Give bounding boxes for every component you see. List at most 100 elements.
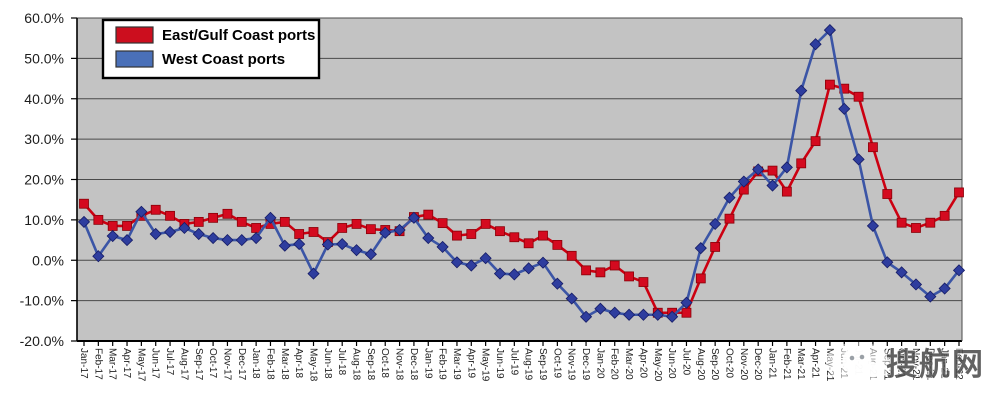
west-coast-series-marker — [838, 102, 851, 115]
west-coast-series-marker — [465, 259, 478, 272]
west-coast-series-marker — [350, 244, 363, 257]
x-axis-label: Apr-19 — [465, 348, 476, 378]
x-axis-label: Apr-21 — [810, 348, 821, 378]
x-axis-label: Dec-21 — [924, 348, 935, 381]
west-coast-series-marker — [135, 205, 148, 218]
x-axis-label: Dec-18 — [408, 348, 419, 381]
x-axis-label: Oct-19 — [551, 348, 562, 378]
x-axis-label: Jul-17 — [164, 348, 175, 376]
west-coast-series-marker — [221, 233, 234, 247]
wechat-eye-icon — [849, 355, 855, 361]
y-axis-label: 30.0% — [24, 131, 64, 147]
x-axis-label: Apr-17 — [121, 348, 132, 378]
x-axis-label: Feb-20 — [609, 348, 620, 380]
legend-swatch-west-coast — [115, 50, 154, 68]
west-coast-series-marker — [881, 256, 894, 269]
west-coast-series-marker — [235, 233, 248, 247]
west-coast-series-marker — [823, 24, 836, 37]
west-coast-series-marker — [895, 266, 908, 279]
x-axis-label: Jan-20 — [594, 348, 605, 379]
x-axis-label: Aug-18 — [351, 348, 362, 381]
x-axis-label: Oct-20 — [723, 348, 734, 378]
west-coast-series-marker — [120, 233, 134, 247]
east-gulf-series-marker — [767, 165, 778, 176]
east-gulf-series-marker — [107, 221, 118, 231]
x-axis-label: Aug-19 — [523, 348, 534, 381]
east-gulf-series-marker — [208, 212, 218, 223]
x-axis-label: Jan-17 — [78, 348, 89, 379]
west-coast-series-marker — [709, 217, 722, 230]
east-gulf-series-marker — [882, 189, 893, 199]
east-gulf-series-marker — [853, 91, 864, 102]
east-gulf-series-marker — [466, 229, 477, 239]
west-coast-series-marker — [149, 227, 162, 241]
east-gulf-series-marker — [624, 271, 634, 282]
east-gulf-series-marker — [165, 210, 175, 221]
x-axis-label: Jan-21 — [767, 348, 778, 379]
west-coast-series-marker — [909, 278, 923, 291]
east-gulf-series-marker — [308, 227, 319, 237]
legend-label: East/Gulf Coast ports — [162, 27, 315, 44]
west-coast-series-marker — [752, 163, 765, 176]
x-axis-label: May-19 — [480, 348, 491, 382]
west-coast-series-marker — [450, 256, 464, 269]
legend-swatch-east-gulf — [115, 26, 154, 44]
east-gulf-series-marker — [79, 198, 89, 209]
west-coast-series-marker — [737, 175, 750, 188]
west-coast-series-marker — [723, 191, 736, 204]
east-gulf-series-marker — [480, 219, 491, 229]
x-axis-label: Feb-22 — [953, 348, 964, 380]
x-axis-label: Mar-21 — [795, 348, 806, 380]
y-axis-label: 50.0% — [24, 50, 64, 66]
x-axis-label: Mar-18 — [279, 348, 290, 380]
west-coast-series-marker — [938, 282, 951, 295]
west-coast-series-marker — [536, 256, 550, 269]
wechat-bubble-icon — [842, 346, 872, 376]
x-axis-label: Dec-17 — [236, 348, 247, 381]
west-coast-series-marker — [579, 310, 593, 323]
west-coast-series-marker — [207, 231, 220, 245]
east-gulf-series-marker — [939, 210, 950, 221]
east-gulf-series-marker — [595, 267, 606, 278]
west-coast-series-marker — [336, 238, 349, 251]
x-axis-label: Jul-20 — [680, 348, 691, 376]
x-axis-label: Jan-19 — [422, 348, 433, 379]
east-gulf-series-marker — [638, 277, 649, 287]
west-coast-series-marker — [608, 306, 621, 319]
east-gulf-series-marker — [452, 230, 462, 241]
west-coast-series-marker — [77, 215, 91, 228]
east-gulf-series-marker — [896, 217, 907, 228]
east-gulf-series-marker — [911, 223, 921, 233]
x-axis-label: Jun-17 — [150, 348, 161, 379]
east-gulf-series-marker — [810, 136, 821, 147]
west-coast-series-marker — [393, 223, 406, 237]
west-coast-series-marker — [192, 227, 205, 241]
west-coast-series-marker — [952, 264, 966, 277]
x-axis-label: Jun-20 — [666, 348, 677, 379]
y-axis-label: 10.0% — [24, 212, 64, 228]
west-coast-series-marker — [106, 229, 119, 243]
east-gulf-series-marker — [365, 224, 376, 235]
east-gulf-series-marker — [251, 223, 262, 233]
x-axis-label: Nov-17 — [221, 348, 232, 381]
x-axis-label: Dec-19 — [580, 348, 591, 381]
x-axis-label: Feb-19 — [437, 348, 448, 380]
x-axis-label: Nov-18 — [394, 348, 405, 381]
x-axis-label: Mar-20 — [623, 348, 634, 380]
west-coast-series-marker — [407, 211, 420, 224]
x-axis-label: Dec-20 — [752, 348, 763, 381]
east-gulf-series-marker — [695, 273, 706, 284]
x-axis-label: Jan-22 — [939, 348, 950, 379]
x-axis-label: Feb-18 — [264, 348, 275, 380]
x-axis-label: Aug-17 — [178, 348, 189, 381]
east-gulf-series-marker — [724, 213, 735, 224]
west-coast-series-marker — [479, 252, 492, 265]
east-gulf-series-marker — [423, 209, 434, 220]
x-axis-label: Mar-19 — [451, 348, 462, 380]
east-gulf-series-marker — [925, 217, 936, 228]
x-axis-label: Jul-18 — [336, 348, 347, 376]
west-coast-series-marker — [594, 302, 607, 315]
east-gulf-series-marker — [222, 208, 233, 219]
